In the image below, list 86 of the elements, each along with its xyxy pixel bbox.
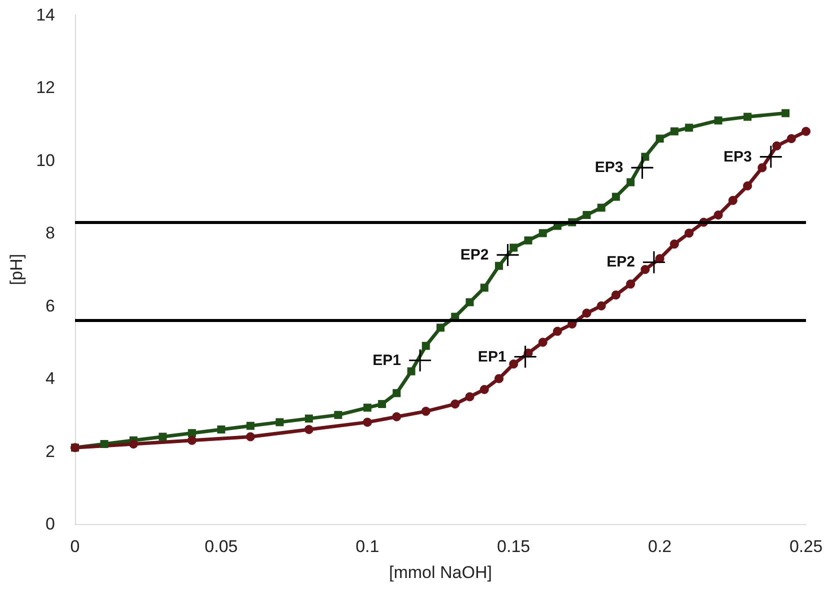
point xyxy=(450,400,460,409)
point xyxy=(362,418,372,427)
data-label: EP1 xyxy=(478,348,506,366)
point xyxy=(640,265,650,274)
point xyxy=(421,406,430,416)
point xyxy=(422,342,430,350)
point xyxy=(466,298,474,306)
point xyxy=(465,392,474,402)
point xyxy=(760,146,782,168)
point xyxy=(128,440,138,449)
point xyxy=(685,124,694,132)
point xyxy=(582,210,591,219)
y-tick-label: 4 xyxy=(46,369,55,388)
point xyxy=(631,156,654,179)
point xyxy=(538,338,548,347)
data-label: EP2 xyxy=(606,254,635,271)
y-tick-label: 12 xyxy=(36,78,55,98)
x-tick-label: 0.15 xyxy=(497,537,530,556)
point xyxy=(409,349,432,372)
y-tick-label: 6 xyxy=(46,296,55,316)
point xyxy=(684,228,694,238)
point xyxy=(510,244,518,252)
data-label: EP2 xyxy=(460,246,489,264)
point xyxy=(656,134,664,143)
point xyxy=(304,414,313,423)
point xyxy=(772,141,782,150)
data-label: EP3 xyxy=(724,148,752,166)
point xyxy=(304,424,314,434)
point xyxy=(728,196,738,205)
point xyxy=(187,436,196,445)
point xyxy=(782,109,790,118)
point xyxy=(612,192,620,201)
point xyxy=(582,308,592,318)
point xyxy=(714,116,722,124)
x-tick-label: 0.1 xyxy=(356,537,380,556)
point xyxy=(158,432,167,441)
point xyxy=(642,251,665,274)
point xyxy=(802,126,810,136)
point xyxy=(378,400,386,408)
point xyxy=(480,284,488,292)
point xyxy=(509,360,518,369)
data-label: EP3 xyxy=(594,159,624,176)
point xyxy=(626,280,636,289)
y-tick-label: 14 xyxy=(36,6,55,24)
point xyxy=(407,367,416,376)
point xyxy=(496,244,519,266)
point xyxy=(611,290,620,300)
point xyxy=(670,240,679,249)
point xyxy=(596,301,606,310)
point xyxy=(514,346,536,368)
x-tick-label: 0.05 xyxy=(204,537,238,556)
x-tick-label: 0 xyxy=(70,537,80,556)
point xyxy=(758,163,767,172)
point xyxy=(246,432,255,442)
point xyxy=(786,134,796,144)
point xyxy=(188,429,196,438)
point xyxy=(670,127,678,136)
x-axis-title: [mmol NaOH] xyxy=(389,563,492,582)
point xyxy=(743,181,752,190)
point xyxy=(217,425,226,434)
point xyxy=(100,440,108,448)
x-tick-label: 0.25 xyxy=(789,537,823,556)
point xyxy=(392,389,401,398)
point xyxy=(480,384,489,394)
point xyxy=(276,418,284,426)
point xyxy=(363,404,372,412)
point xyxy=(392,412,402,422)
y-tick-label: 10 xyxy=(36,150,55,170)
point xyxy=(714,210,723,220)
y-tick-label: 0 xyxy=(46,514,55,534)
point xyxy=(597,204,606,212)
point xyxy=(494,262,503,270)
point xyxy=(524,236,532,244)
point xyxy=(334,410,342,419)
y-axis-title: [pH] xyxy=(7,254,26,286)
x-tick-label: 0.2 xyxy=(648,537,672,556)
y-tick-label: 8 xyxy=(46,224,55,243)
y-tick-label: 2 xyxy=(46,442,55,461)
point xyxy=(246,422,254,430)
data-label: EP1 xyxy=(372,352,402,369)
point xyxy=(552,326,562,336)
point xyxy=(626,178,635,186)
point xyxy=(494,374,504,384)
point xyxy=(744,112,752,121)
point xyxy=(538,229,547,238)
point xyxy=(436,324,444,332)
